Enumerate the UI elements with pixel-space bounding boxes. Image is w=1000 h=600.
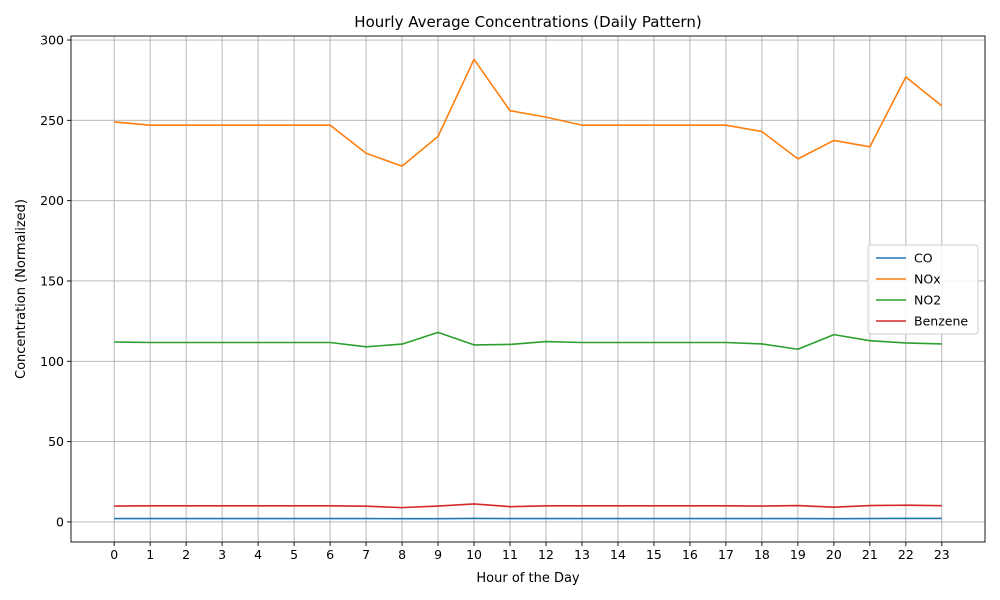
series-line-benzene	[114, 503, 942, 509]
x-tick-label: 23	[934, 547, 950, 562]
x-tick-label: 12	[538, 547, 554, 562]
x-tick-label: 17	[718, 547, 734, 562]
series-lines	[114, 58, 943, 520]
x-tick-label: 13	[574, 547, 590, 562]
x-tick-label: 9	[434, 547, 442, 562]
x-tick-label: 20	[826, 547, 842, 562]
series-line-no2	[114, 331, 942, 351]
series-line-nox	[114, 58, 943, 167]
x-tick-label: 11	[502, 547, 518, 562]
x-axis: 0 1 2 3 4 5 6 7 8 9 10 11 12 13 14 15 16 17 18 19 20 21 22 23	[110, 542, 950, 562]
grid	[71, 36, 985, 542]
x-tick-label: 14	[610, 547, 626, 562]
legend-label-benzene: Benzene	[914, 314, 968, 329]
legend: CO NOx NO2 Benzene	[867, 244, 979, 335]
x-tick-label: 3	[218, 547, 226, 562]
y-tick-label: 300	[40, 33, 64, 48]
x-tick-label: 5	[290, 547, 298, 562]
y-tick-label: 250	[40, 113, 64, 128]
legend-box	[867, 244, 979, 335]
x-tick-label: 4	[254, 547, 262, 562]
y-axis: 0 50 100 150 200 250 300	[40, 33, 71, 529]
y-axis-label: Concentration (Normalized)	[14, 199, 29, 379]
x-tick-label: 21	[862, 547, 878, 562]
y-tick-label: 0	[56, 514, 64, 529]
legend-label-nox: NOx	[914, 272, 941, 287]
x-tick-label: 8	[398, 547, 406, 562]
y-tick-label: 200	[40, 193, 64, 208]
x-tick-label: 1	[146, 547, 154, 562]
x-tick-label: 6	[326, 547, 334, 562]
x-tick-label: 0	[110, 547, 118, 562]
y-tick-label: 100	[40, 354, 64, 369]
x-tick-label: 2	[182, 547, 190, 562]
x-tick-label: 18	[754, 547, 770, 562]
plot-frame	[70, 35, 986, 543]
legend-label-co: CO	[914, 251, 933, 266]
x-tick-label: 22	[898, 547, 914, 562]
legend-label-no2: NO2	[914, 293, 941, 308]
chart-title: Hourly Average Concentrations (Daily Pat…	[354, 13, 701, 31]
x-tick-label: 10	[466, 547, 482, 562]
x-axis-label: Hour of the Day	[476, 571, 580, 586]
y-tick-label: 50	[48, 434, 64, 449]
x-tick-label: 7	[362, 547, 370, 562]
x-tick-label: 15	[646, 547, 662, 562]
x-tick-label: 16	[682, 547, 698, 562]
x-tick-label: 19	[790, 547, 806, 562]
y-tick-label: 150	[40, 273, 64, 288]
